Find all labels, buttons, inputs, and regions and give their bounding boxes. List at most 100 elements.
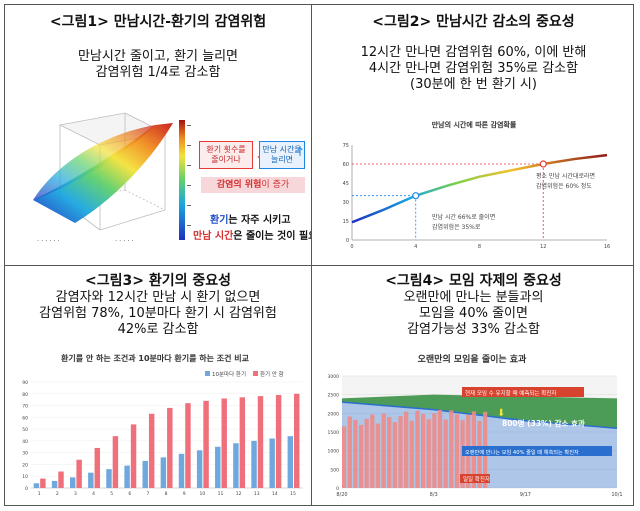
panel-3-desc-line: 42%로 감소함 — [117, 322, 199, 337]
fig3-bar-red — [58, 471, 64, 488]
panel-4-desc: 오랜만에 만나는 분들과의 모임을 40% 줄이면 감염가능성 33% 감소함 — [312, 290, 635, 338]
fig4-daily-bar — [415, 410, 420, 488]
fig4-daily-bar — [353, 419, 358, 488]
fig3-x-tick-label: 6 — [128, 491, 131, 497]
fig3-bar-blue — [142, 460, 148, 488]
fig3-bar-blue — [233, 443, 239, 488]
fig3-legend-red: 환기 안 함 — [260, 370, 284, 378]
fig3-x-tick-label: 13 — [254, 491, 260, 497]
fig3-bar-chart: 환기를 안 하는 조건과 10분마다 환기를 하는 조건 비교 10분마다 환기… — [22, 353, 303, 497]
fig1-legend-box-meeting-time: 만남 시간을 늘리면 — [259, 141, 305, 169]
fig2-axes: 0 15 30 45 60 75 0 4 8 12 16 — [343, 143, 611, 250]
fig1-note-2-text: 은 줄이는 것이 필요 — [233, 231, 311, 242]
fig1-colorbar-ticks — [187, 125, 191, 226]
fig4-daily-bar — [364, 418, 369, 488]
fig2-y-tick-label: 60 — [343, 162, 349, 168]
fig3-y-tick-label: 50 — [22, 427, 28, 433]
fig2-chart-title: 만남의 시간에 따른 감염확률 — [432, 120, 517, 129]
fig3-x-tick-label: 4 — [92, 491, 95, 497]
fig3-bar-red — [94, 447, 100, 488]
fig2-marker-point — [539, 160, 547, 168]
fig3-bar-blue — [106, 469, 112, 488]
figure-grid: <그림1> 만남시간-환기의 감염위험 만남시간 줄이고, 환기 늘리면 감염위… — [4, 4, 634, 506]
fig3-bar-blue — [51, 480, 58, 488]
fig3-x-tick-label: 3 — [74, 491, 77, 497]
fig4-daily-bar — [437, 409, 443, 488]
fig4-x-tick-label: 8/20 — [336, 492, 347, 498]
fig4-daily-bar — [387, 416, 392, 488]
fig3-x-tick-label: 14 — [272, 491, 278, 497]
fig1-legend-box-ventilation-line: 환기 횟수를 — [206, 145, 246, 154]
fig4-area-chart: 오랜만의 모임을 줄이는 효과 0 500 1000 1500 2000 2500 3000… — [328, 353, 623, 498]
fig1-axis-label-x: · · · · · · — [37, 237, 60, 245]
fig2-marker-point — [412, 192, 420, 200]
fig3-bars — [33, 393, 300, 488]
fig4-daily-bar — [420, 414, 426, 488]
panel-1-title: <그림1> 만남시간-환기의 감염위험 — [49, 14, 267, 30]
fig3-bar-blue — [124, 465, 130, 488]
fig1-legend-result-strong: 감염의 위험 — [216, 180, 262, 190]
fig3-bar-red — [239, 397, 246, 488]
fig3-bar-red — [221, 398, 227, 488]
fig3-x-tick-label: 8 — [165, 491, 168, 497]
fig2-x-tick-label: 0 — [350, 244, 353, 250]
fig2-line-chart: 만남의 시간에 따른 감염확률 0 15 30 45 60 75 0 4 8 12 16 평소 만남… — [343, 120, 611, 250]
fig3-y-tick-label: 20 — [22, 462, 28, 468]
fig4-daily-bar — [381, 413, 386, 488]
fig4-daily-bar — [426, 419, 431, 488]
fig4-daily-bar — [375, 423, 381, 488]
panel-4-desc-line: 오랜만에 만나는 분들과의 — [403, 290, 544, 305]
fig4-daily-bar — [449, 410, 454, 488]
fig4-chart-title: 오랜만의 모임을 줄이는 효과 — [418, 353, 527, 365]
fig1-surface-top — [33, 125, 155, 200]
fig3-x-tick-label: 12 — [236, 491, 242, 497]
fig1-arrow-up-icon: ↑ — [295, 145, 306, 159]
panel-1-desc-line: 감염위험 1/4로 감소함 — [95, 65, 221, 80]
fig3-legend-swatch-red — [253, 371, 258, 376]
fig1-surface — [33, 123, 173, 223]
fig4-x-tick-label: 8/3 — [430, 492, 438, 498]
fig4-y-tick-label: 2500 — [328, 393, 340, 399]
fig3-bar-red — [148, 413, 155, 488]
fig3-y-tick-label: 30 — [22, 451, 28, 457]
fig4-daily-bar — [347, 416, 352, 488]
fig3-y-tick-label: 80 — [22, 392, 28, 398]
panel-4-desc-line: 모임을 40% 줄이면 — [419, 306, 528, 321]
fig4-x-tick-label: 10/1 — [611, 492, 622, 498]
fig3-x-tick-label: 7 — [147, 491, 150, 497]
fig3-bar-blue — [196, 450, 203, 488]
fig1-note-1-text: 는 자주 시키고 — [228, 215, 291, 226]
fig4-label-bars: 일일 확진자 — [463, 475, 490, 483]
panel-3-desc-line: 감염위험 78%, 10분마다 환기 시 감염위험 — [39, 306, 277, 321]
fig4-daily-bar — [398, 416, 403, 488]
fig3-x-tick-label: 11 — [218, 491, 224, 497]
fig4-daily-bar — [392, 422, 397, 488]
panel-2-desc: 12시간 만나면 감염위험 60%, 이에 반해 4시간 만나면 감염위험 35… — [312, 45, 635, 93]
panel-3-desc-line: 감염자와 12시간 만남 시 환기 없으면 — [55, 290, 261, 305]
fig4-y-tick-label: 0 — [336, 486, 339, 492]
fig4-daily-bar — [432, 413, 437, 488]
fig2-y-tick-label: 75 — [343, 143, 349, 149]
fig4-daily-bar — [342, 426, 347, 488]
fig3-legend-swatch-blue — [205, 371, 210, 376]
fig3-bar-red — [257, 396, 264, 488]
fig3-x-tick-label: 15 — [290, 491, 296, 497]
fig2-y-tick-label: 15 — [343, 219, 349, 225]
panel-2-desc-line: (30분에 한 번 환기 시) — [410, 77, 537, 92]
grid-divider-horizontal — [5, 265, 633, 266]
fig1-note-1-key: 환기 — [210, 215, 229, 226]
fig4-daily-bar — [443, 419, 448, 488]
fig2-x-tick-label: 16 — [604, 244, 610, 250]
fig3-y-tick-label: 70 — [22, 404, 28, 410]
fig3-chart-title: 환기를 안 하는 조건과 10분마다 환기를 하는 조건 비교 — [61, 353, 250, 363]
fig4-daily-bar — [358, 424, 364, 488]
fig3-bar-red — [185, 403, 191, 488]
fig1-legend-box-meeting-time-line: 늘리면 — [270, 155, 294, 164]
fig4-label-effect: 800명 (33%) 감소 효과 — [502, 418, 585, 428]
fig4-marks — [341, 394, 618, 488]
fig3-x-tick-label: 1 — [38, 491, 41, 497]
fig4-label-top-box — [462, 387, 584, 397]
fig1-legend-result-tail: 이 증가 — [261, 180, 290, 190]
fig1-colorbar — [179, 120, 185, 240]
fig3-bar-red — [76, 459, 82, 488]
